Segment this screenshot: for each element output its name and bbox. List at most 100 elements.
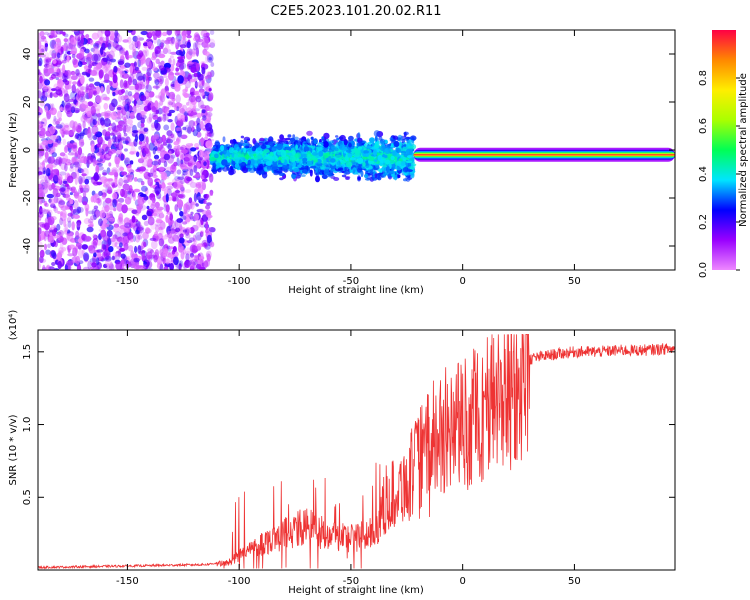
heatmap-cell	[140, 267, 144, 270]
heatmap-cell	[160, 60, 165, 66]
heatmap-cell	[69, 199, 74, 205]
heatmap-cell	[56, 78, 64, 88]
heatmap-cell	[152, 114, 159, 120]
heatmap-cell	[56, 118, 61, 124]
heatmap-cell	[103, 73, 110, 83]
heatmap-cell	[126, 55, 130, 61]
heatmap-cell	[194, 143, 200, 148]
heatmap-cell	[85, 207, 89, 217]
heatmap-cell	[95, 41, 101, 45]
heatmap-cell	[191, 224, 199, 232]
heatmap-cell	[195, 95, 202, 103]
heatmap-cell	[136, 54, 142, 60]
heatmap-cell	[70, 106, 76, 114]
heatmap-cell	[186, 30, 192, 36]
heatmap-cell	[174, 190, 181, 194]
heatmap-cell	[115, 158, 120, 168]
heatmap-cell	[157, 140, 163, 150]
heatmap-cell	[165, 193, 169, 203]
heatmap-cell	[63, 145, 68, 154]
heatmap-cell	[203, 161, 207, 167]
heatmap-cell	[165, 204, 170, 213]
heatmap-cell	[249, 151, 254, 157]
heatmap-cell	[75, 230, 80, 239]
heatmap-cell	[182, 104, 188, 112]
heatmap-cell	[106, 230, 113, 238]
heatmap-cell	[58, 105, 63, 110]
heatmap-cell	[168, 91, 176, 100]
heatmap-cell	[144, 143, 151, 152]
heatmap-cell	[162, 248, 168, 254]
heatmap-cell	[51, 262, 56, 266]
heatmap-cell	[188, 65, 192, 70]
heatmap-cell	[63, 38, 68, 43]
heatmap-cell	[165, 258, 171, 265]
heatmap-cell	[55, 76, 59, 81]
heatmap-cell	[190, 216, 196, 221]
heatmap-cell	[72, 81, 78, 85]
colorbar-tick-label: 0.8	[698, 70, 709, 86]
heatmap-cell	[42, 85, 50, 89]
heatmap-cell	[138, 145, 142, 150]
heatmap-cell	[179, 245, 185, 252]
heatmap-cell	[151, 240, 158, 250]
heatmap-cell	[72, 214, 80, 219]
heatmap-cell	[178, 237, 185, 244]
heatmap-cell	[200, 174, 205, 180]
heatmap-cell	[146, 267, 153, 270]
heatmap-cell	[118, 213, 123, 223]
heatmap-cell	[105, 67, 110, 75]
heatmap-cell	[243, 147, 247, 154]
heatmap-cell	[53, 168, 59, 173]
heatmap-cell	[169, 246, 174, 250]
heatmap-cell	[58, 157, 62, 167]
heatmap-cell	[296, 172, 303, 176]
heatmap-cell	[132, 130, 139, 134]
heatmap-cell	[124, 118, 127, 128]
heatmap-cell	[117, 132, 122, 140]
heatmap-cell	[47, 67, 55, 74]
heatmap-cell	[133, 177, 138, 182]
heatmap-cell	[114, 172, 118, 180]
heatmap-cell	[139, 193, 147, 197]
heatmap-cell	[131, 209, 138, 215]
heatmap-cell	[95, 64, 102, 71]
heatmap-cell	[263, 149, 270, 154]
heatmap-cell	[61, 105, 66, 111]
heatmap-cell	[366, 145, 372, 149]
heatmap-cell	[116, 34, 123, 43]
heatmap-cell	[137, 158, 145, 164]
heatmap-cell	[117, 120, 125, 125]
heatmap-cell	[173, 37, 180, 45]
heatmap-cell	[229, 139, 234, 144]
heatmap-cell	[154, 79, 160, 86]
heatmap-cell	[98, 218, 103, 227]
heatmap-cell	[38, 143, 41, 147]
heatmap-cell	[71, 30, 79, 33]
heatmap-cell	[133, 61, 137, 67]
heatmap-cell	[126, 118, 133, 125]
heatmap-cell	[384, 147, 391, 154]
heatmap-cell	[81, 244, 89, 250]
heatmap-cell	[117, 60, 125, 66]
heatmap-cell	[90, 266, 94, 270]
heatmap-cell	[41, 197, 46, 203]
heatmap-cell	[189, 255, 195, 262]
heatmap-cell	[94, 209, 101, 218]
heatmap-cell	[98, 190, 103, 197]
heatmap-cell	[62, 73, 69, 81]
heatmap-cell	[120, 253, 126, 259]
heatmap-cell	[96, 265, 101, 270]
heatmap-cell	[84, 178, 90, 185]
heatmap-cell	[128, 76, 132, 86]
heatmap-cell	[311, 152, 319, 156]
heatmap-cell	[177, 176, 185, 180]
heatmap-cell	[104, 63, 111, 71]
heatmap-cell	[137, 98, 141, 105]
heatmap-cell	[154, 145, 158, 152]
heatmap-cell	[198, 266, 206, 270]
heatmap-cell	[176, 218, 183, 223]
heatmap-cell	[180, 250, 185, 260]
heatmap-cell	[51, 103, 55, 111]
colorbar-tick-label: 0.6	[698, 118, 709, 134]
